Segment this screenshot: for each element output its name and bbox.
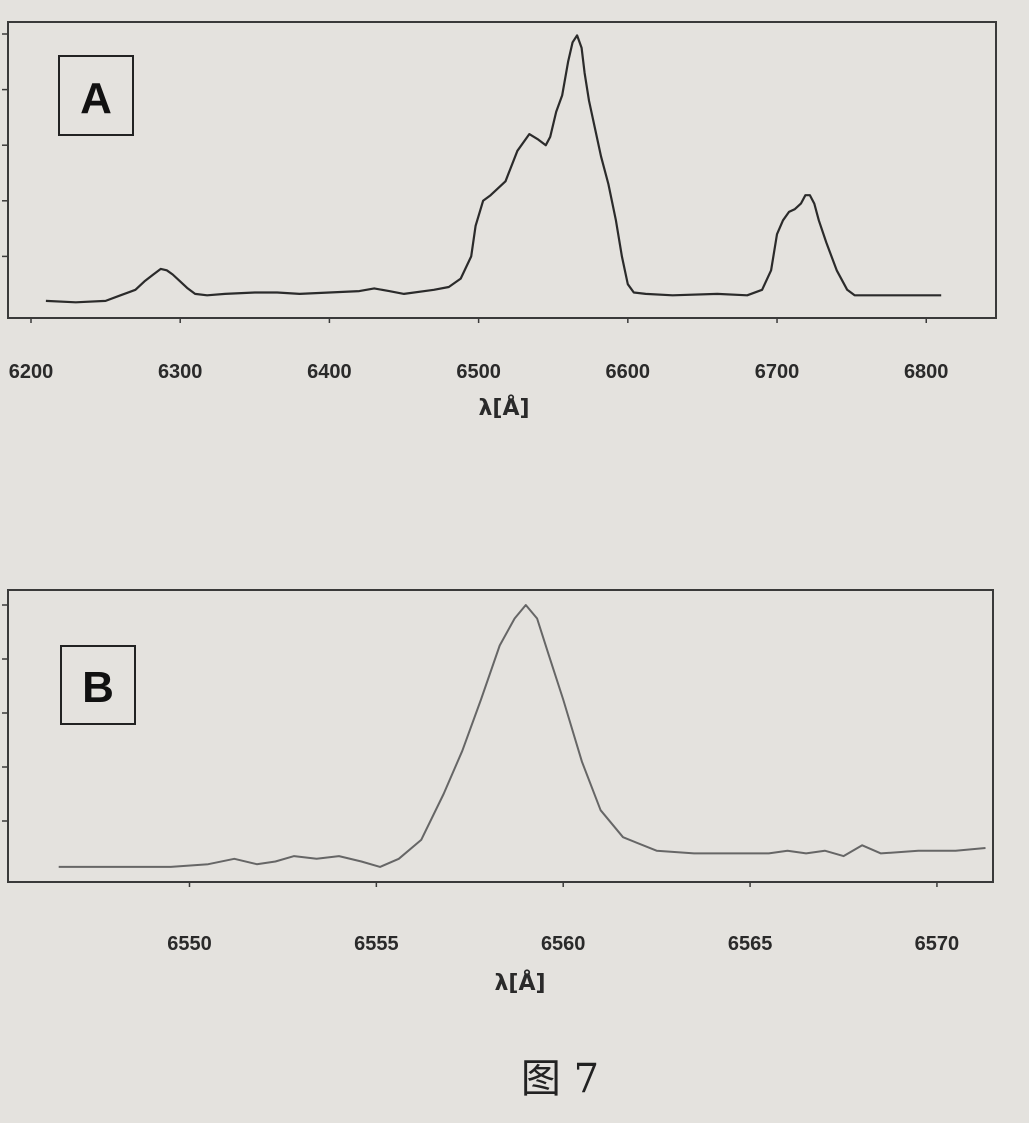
spectrum-line-a bbox=[45, 34, 942, 304]
x-tick-label: 6550 bbox=[167, 933, 212, 955]
x-axis-title-b: λ[Å] bbox=[494, 970, 545, 996]
x-tick-label: 6500 bbox=[456, 361, 501, 383]
panel-a: A 6200 6300 6400 6500 6600 6700 6800 λ[Å] bbox=[2, 21, 997, 421]
x-tick-labels-b: 6550 6555 6560 6565 6570 bbox=[167, 882, 959, 955]
plot-frame-b bbox=[7, 589, 994, 883]
x-tick-label: 6800 bbox=[904, 361, 949, 383]
x-tick-label: 6300 bbox=[158, 361, 203, 383]
x-tick-label: 6570 bbox=[915, 933, 960, 955]
x-tick-label: 6555 bbox=[354, 933, 399, 955]
panel-label-a: A bbox=[80, 74, 112, 123]
figure-caption: 图 7 bbox=[521, 1056, 599, 1102]
x-tick-label: 6565 bbox=[728, 933, 773, 955]
x-tick-labels-a: 6200 6300 6400 6500 6600 6700 6800 bbox=[9, 318, 949, 383]
plot-frame-a bbox=[7, 21, 997, 319]
y-ticks-a bbox=[2, 33, 8, 258]
y-ticks-b bbox=[2, 604, 8, 822]
panel-b: B 6550 6555 6560 6565 6570 λ[Å] bbox=[2, 589, 994, 996]
spectrum-line-b bbox=[58, 604, 986, 868]
x-axis-title-a: λ[Å] bbox=[478, 395, 529, 421]
x-tick-label: 6600 bbox=[606, 361, 651, 383]
panel-label-b: B bbox=[82, 663, 114, 712]
x-tick-label: 6200 bbox=[9, 361, 54, 383]
panel-label-box-a bbox=[58, 55, 134, 136]
x-tick-label: 6700 bbox=[755, 361, 800, 383]
x-tick-label: 6400 bbox=[307, 361, 352, 383]
panel-label-box-b bbox=[60, 645, 136, 725]
x-tick-label: 6560 bbox=[541, 933, 586, 955]
